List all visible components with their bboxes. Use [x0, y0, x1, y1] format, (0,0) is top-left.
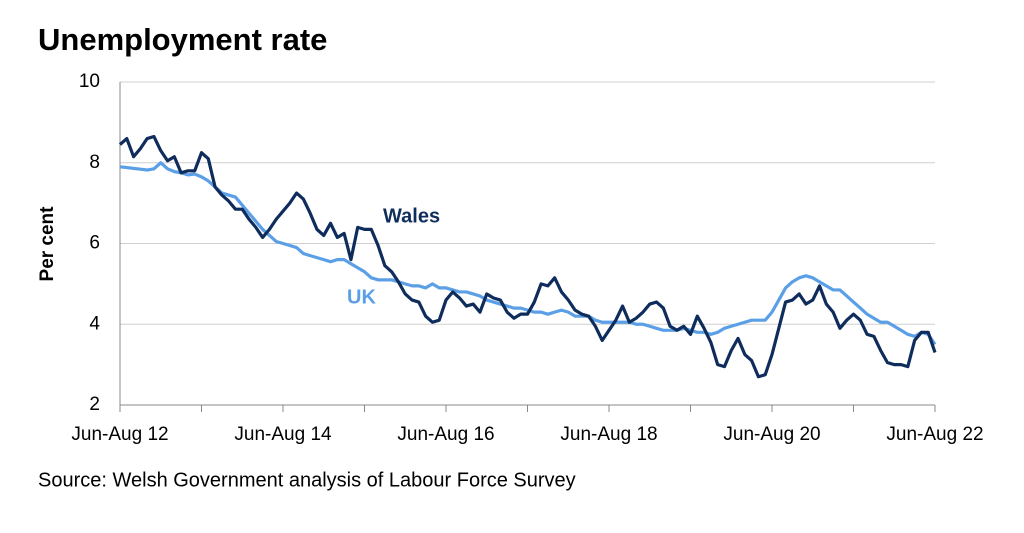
y-tick-label: 8 — [89, 152, 100, 173]
y-axis-label: Per cent — [37, 206, 58, 282]
x-tick-label: Jun-Aug 22 — [886, 424, 983, 445]
x-tick-label: Jun-Aug 12 — [71, 424, 168, 445]
y-tick-label: 6 — [89, 233, 100, 254]
source-note: Source: Welsh Government analysis of Lab… — [38, 469, 576, 491]
chart-title: Unemployment rate — [38, 22, 327, 57]
series-label: UK — [347, 286, 376, 308]
x-tick-label: Jun-Aug 20 — [723, 424, 820, 445]
series-label: Wales — [383, 205, 440, 227]
series-line — [118, 134, 937, 379]
y-tick-label: 2 — [89, 394, 100, 415]
y-tick-label: 4 — [89, 313, 100, 334]
x-tick-label: Jun-Aug 14 — [234, 424, 332, 445]
series-line — [119, 161, 937, 346]
x-tick-label: Jun-Aug 16 — [397, 424, 494, 445]
x-tick-label: Jun-Aug 18 — [560, 424, 657, 445]
y-tick-label: 10 — [79, 71, 100, 92]
